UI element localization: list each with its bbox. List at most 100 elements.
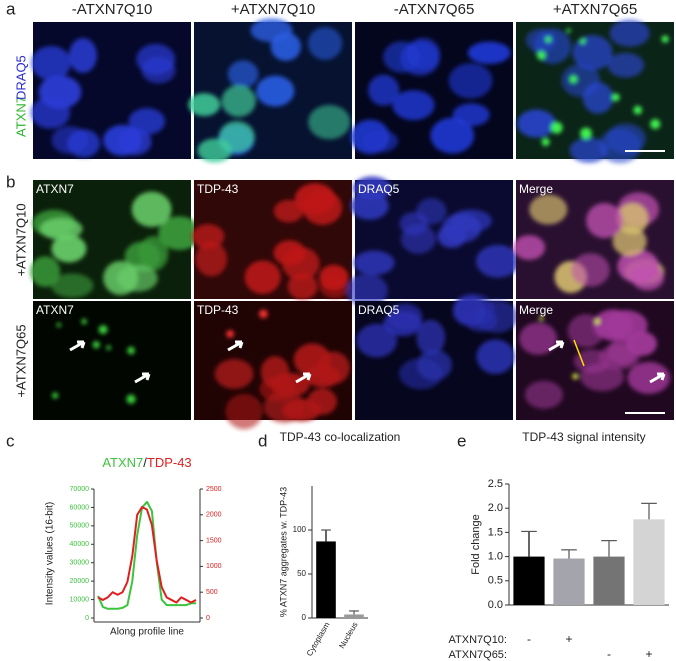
legend: ATXN7/TDP-43 [102,455,191,470]
nucleus [350,191,389,220]
nucleus [116,265,158,292]
scale-bar [625,412,665,414]
micrograph [350,22,513,159]
tick-label: 500 [206,589,218,596]
tick-label: 2.5 [488,478,503,490]
nucleus [392,90,435,121]
chart-title: TDP-43 co-localization [280,430,401,444]
tick-label: 0.5 [488,575,503,587]
nucleus [450,209,492,233]
nucleus [51,273,94,298]
tick-label: 1500 [206,537,222,544]
tick-label: 0 [206,615,210,622]
aggregate [81,318,87,325]
nucleus [319,264,349,291]
nucleus [598,344,640,370]
nucleus [307,26,343,61]
aggregate [127,346,135,355]
nucleus [368,74,400,106]
column-header: -ATXN7Q65 [394,1,475,18]
condition-mark: + [565,632,572,646]
arrow [134,372,151,384]
tick-label: 60000 [70,504,90,511]
column-header: +ATXN7Q65 [553,1,637,18]
aggregate [92,341,100,349]
nucleus [214,358,254,389]
nucleus [350,119,390,155]
nucleus [117,128,152,156]
tick-label: 50 [297,569,306,578]
tick-label: 2500 [206,486,222,493]
micrograph [188,18,352,163]
cells [345,176,520,307]
chart-title: TDP-43 signal intensity [522,430,645,444]
aggregate [536,51,546,60]
condition-mark: - [527,632,531,646]
nucleus [128,108,166,135]
tick-label: 70000 [70,486,90,493]
nucleus [529,194,568,225]
tick-label: 40000 [70,541,90,548]
aggregate [661,35,669,43]
panel-label: c [6,431,15,450]
row-label: +ATXN7Q10 [13,203,28,276]
nucleus [282,398,321,422]
micrograph [191,180,352,300]
tick-label: 1000 [206,563,222,570]
channel-label: Merge [519,182,553,196]
nucleus [519,322,558,355]
channel-label: ATXN7 [36,182,74,196]
nucleus [158,216,201,251]
cells [214,309,350,430]
channel-label: TDP-43 [197,303,239,317]
micrograph [33,301,191,420]
tick-label: 20000 [70,578,90,585]
nucleus [513,235,546,260]
nucleus [617,249,660,284]
arrow [649,372,666,384]
nucleus [227,60,259,88]
tick-label: 2.0 [488,502,503,514]
condition-mark: - [607,647,611,661]
tick-label: 0 [85,615,89,622]
nucleus [273,240,306,266]
cells [191,183,351,300]
cells [517,19,669,164]
x-tick-label: Nucleus [337,621,359,651]
aggregate [566,28,571,33]
nucleus [302,190,343,225]
cells [30,38,176,158]
nucleus [287,273,318,300]
nucleus [476,339,515,374]
nucleus [353,250,395,276]
panel-label: d [258,431,267,450]
nucleus [416,319,446,356]
aggregate [545,36,552,43]
nucleus [188,93,221,117]
nucleus [260,356,290,389]
micrograph [345,176,520,307]
nucleus [476,244,520,278]
micrograph [30,180,201,299]
nucleus [308,104,351,140]
cells [519,309,671,409]
arrow [227,340,244,352]
tick-label: 0 [302,613,307,622]
image-background [33,301,191,420]
nucleus [51,234,87,263]
aggregate [594,318,601,325]
aggregate [580,127,592,140]
nucleus [609,19,650,47]
nucleus [138,236,169,271]
tick-label: 30000 [70,560,90,567]
condition-mark: + [645,647,652,661]
bar [316,541,336,618]
nucleus [191,224,225,249]
nucleus [68,38,97,73]
nucleus [244,260,281,294]
aggregate [52,392,59,399]
cells [52,318,136,404]
nucleus [225,393,263,430]
channel-label: TDP-43 [197,182,239,196]
bar [344,614,364,618]
